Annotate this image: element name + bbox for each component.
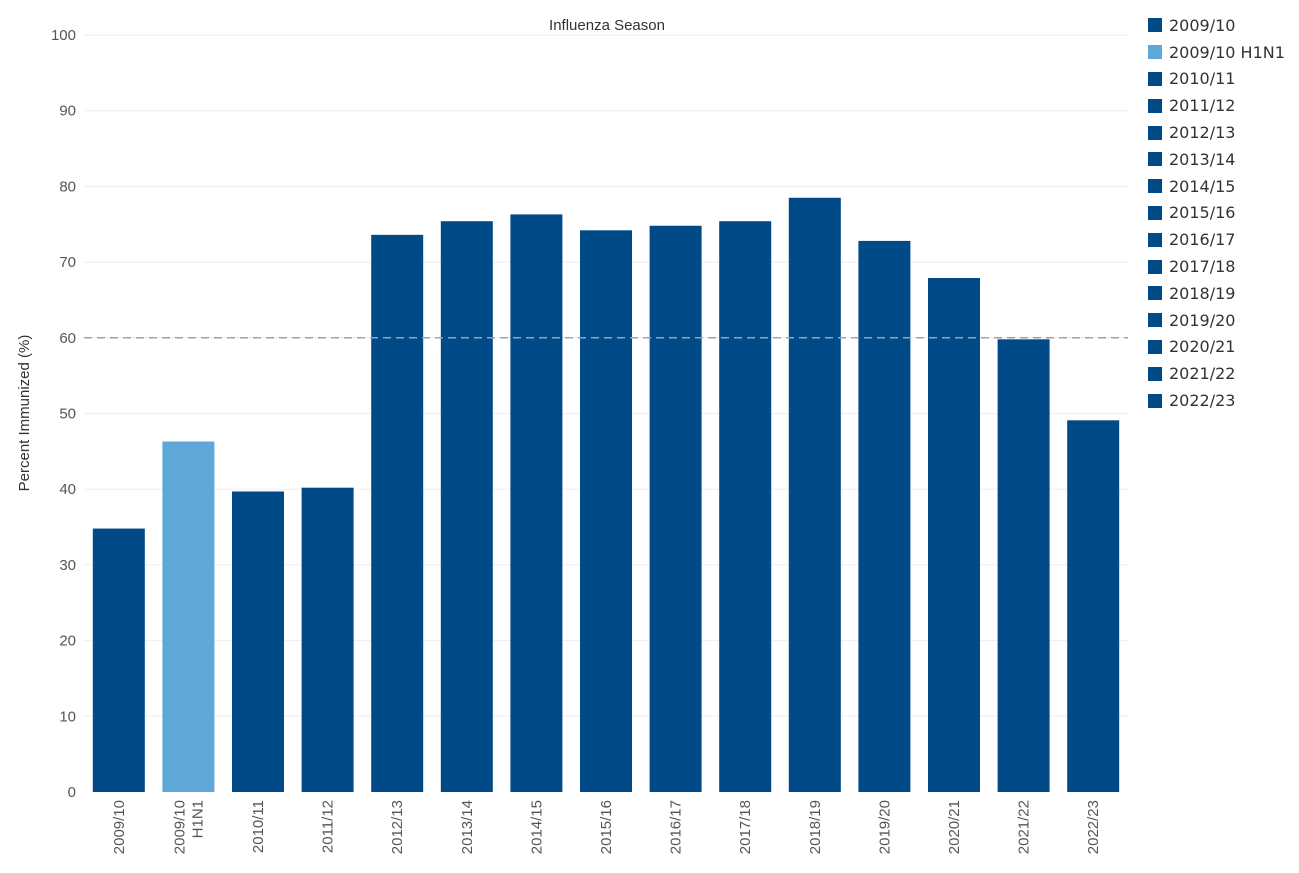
legend-label: 2021/22 (1169, 364, 1236, 384)
x-tick-label: 2011/12 (320, 800, 337, 853)
legend-label: 2015/16 (1169, 203, 1236, 223)
legend-item: 2009/10 H1N1 (1148, 39, 1298, 66)
x-tick-label: 2017/18 (737, 800, 754, 854)
legend-item: 2017/18 (1148, 253, 1298, 280)
legend-label: 2009/10 H1N1 (1169, 42, 1285, 62)
x-tick-label: 2010/11 (250, 800, 267, 853)
legend-item: 2020/21 (1148, 334, 1298, 361)
x-tick-label: 2018/19 (807, 800, 824, 854)
x-tick-label: 2009/10H1N1 (171, 800, 206, 854)
legend-swatch (1148, 393, 1162, 408)
chart-title: Influenza Season (549, 17, 665, 34)
legend-label: 2019/20 (1169, 310, 1236, 330)
legend-label: 2022/23 (1169, 391, 1236, 411)
legend-item: 2016/17 (1148, 226, 1298, 253)
legend-swatch (1148, 232, 1162, 247)
bar (858, 240, 911, 793)
y-tick-label: 70 (59, 254, 76, 271)
bar (580, 230, 632, 792)
y-tick-label: 100 (51, 27, 76, 44)
bar (997, 339, 1050, 792)
legend-item: 2021/22 (1148, 360, 1298, 387)
y-tick-label: 60 (59, 330, 76, 347)
legend-swatch (1148, 259, 1162, 274)
legend-item: 2015/16 (1148, 200, 1298, 227)
legend-item: 2012/13 (1148, 119, 1298, 146)
legend-label: 2016/17 (1169, 230, 1236, 250)
legend-label: 2020/21 (1169, 337, 1236, 357)
bar (92, 528, 145, 792)
legend-swatch (1148, 366, 1162, 381)
legend-label: 2011/12 (1169, 96, 1236, 116)
legend: 2009/10 2009/10 H1N1 2010/11 2011/12 2012/13… (1148, 12, 1298, 414)
legend-swatch (1148, 98, 1162, 113)
y-tick-label: 80 (59, 178, 76, 195)
legend-item: 2019/20 (1148, 307, 1298, 334)
legend-swatch (1148, 125, 1162, 140)
bar (232, 491, 284, 792)
legend-item: 2018/19 (1148, 280, 1298, 307)
legend-label: 2012/13 (1169, 123, 1236, 143)
legend-item: 2022/23 (1148, 387, 1298, 414)
bar (719, 221, 772, 793)
legend-item: 2011/12 (1148, 92, 1298, 119)
bar (649, 225, 702, 792)
legend-item: 2009/10 (1148, 12, 1298, 39)
x-tick-label: 2014/15 (528, 800, 545, 854)
legend-swatch (1148, 179, 1162, 194)
legend-label: 2010/11 (1169, 69, 1236, 89)
x-tick-label: 2019/20 (876, 800, 893, 854)
y-tick-label: 40 (59, 481, 76, 498)
legend-swatch (1148, 152, 1162, 167)
bars (92, 197, 1120, 793)
legend-swatch (1148, 339, 1162, 354)
x-tick-label: 2021/22 (1016, 800, 1033, 854)
legend-label: 2013/14 (1169, 149, 1236, 169)
y-tick-label: 20 (59, 633, 76, 650)
y-tick-label: 10 (59, 708, 76, 725)
x-tick-label: 2013/14 (459, 800, 476, 854)
y-tick-labels: 0 10 20 30 40 50 60 70 80 90 100 (51, 27, 76, 801)
bar (371, 234, 424, 792)
bar (928, 277, 980, 792)
x-tick-label: 2012/13 (389, 800, 406, 854)
x-tick-label: 2022/23 (1085, 800, 1102, 854)
bar (1067, 420, 1120, 792)
legend-swatch (1148, 18, 1162, 33)
x-tick-label: 2009/10 (111, 800, 128, 854)
y-tick-label: 0 (68, 784, 76, 801)
legend-swatch (1148, 71, 1162, 86)
bar (301, 487, 354, 792)
legend-item: 2014/15 (1148, 173, 1298, 200)
legend-label: 2017/18 (1169, 257, 1236, 277)
bar (510, 214, 563, 792)
legend-item: 2013/14 (1148, 146, 1298, 173)
y-tick-label: 90 (59, 103, 76, 120)
legend-swatch (1148, 205, 1162, 220)
y-axis-label: Percent Immunized (%) (16, 335, 33, 492)
legend-label: 2009/10 (1169, 15, 1236, 35)
legend-swatch (1148, 45, 1162, 60)
legend-swatch (1148, 313, 1162, 328)
x-tick-label: 2020/21 (946, 800, 963, 854)
x-tick-label: 2015/16 (598, 800, 615, 854)
legend-label: 2014/15 (1169, 176, 1236, 196)
y-tick-label: 50 (59, 406, 76, 423)
bar (788, 197, 841, 792)
y-tick-label: 30 (59, 557, 76, 574)
legend-label: 2018/19 (1169, 283, 1236, 303)
bar (440, 221, 493, 793)
legend-swatch (1148, 286, 1162, 301)
x-tick-labels: 2009/10 2009/10H1N1 2010/11 2011/12 2012/13 2… (111, 800, 1102, 854)
x-tick-label: 2016/17 (668, 800, 685, 854)
bar (162, 441, 215, 792)
legend-item: 2010/11 (1148, 66, 1298, 93)
